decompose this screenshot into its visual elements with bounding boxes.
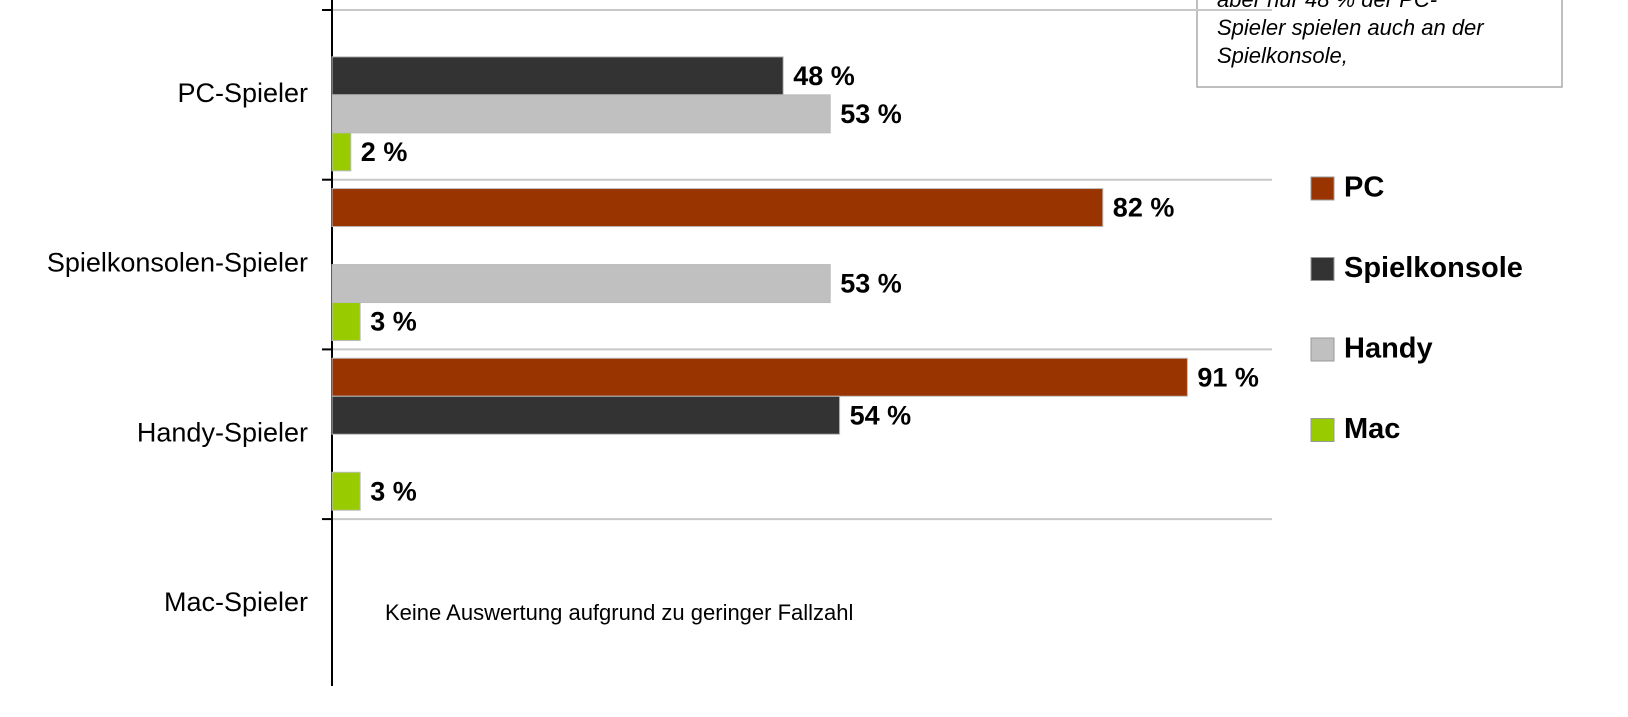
data-label: 48 % (793, 61, 855, 91)
data-label: 53 % (840, 269, 902, 299)
annotation: Spieler spielen auch an der (1217, 15, 1485, 40)
data-label: 2 % (361, 137, 408, 167)
annotation: aber nur 48 % der PC- (1217, 0, 1437, 12)
bar (331, 471, 361, 511)
note: Keine Auswertung aufgrund zu geringer Fa… (385, 600, 853, 625)
bar (331, 56, 784, 96)
legend-label: Mac (1344, 413, 1400, 445)
bar (331, 188, 1104, 228)
bar (331, 94, 831, 134)
legend-label: Spielkonsole (1344, 252, 1523, 284)
data-label: 3 % (370, 476, 417, 506)
bar (331, 132, 352, 172)
bar (331, 302, 361, 342)
category-label: Handy-Spieler (137, 417, 308, 447)
data-label: 3 % (370, 307, 417, 337)
data-label: 82 % (1113, 193, 1175, 223)
legend-swatch (1310, 176, 1335, 201)
category-label: PC-Spieler (177, 78, 308, 108)
data-label: 53 % (840, 99, 902, 129)
category-label: Mac-Spieler (164, 587, 308, 617)
legend-swatch (1310, 418, 1335, 442)
bar (331, 264, 831, 304)
legend-swatch (1310, 337, 1335, 362)
data-label: 54 % (850, 400, 912, 430)
legend-label: Handy (1344, 333, 1433, 365)
category-label: Spielkonsolen-Spieler (47, 248, 308, 278)
bar (331, 357, 1188, 397)
legend-label: PC (1344, 172, 1384, 204)
bar (331, 395, 841, 435)
data-label: 91 % (1197, 362, 1259, 392)
legend-swatch (1310, 257, 1335, 281)
annotation: Spielkonsole, (1217, 43, 1348, 68)
annotation-box (1196, 0, 1563, 88)
